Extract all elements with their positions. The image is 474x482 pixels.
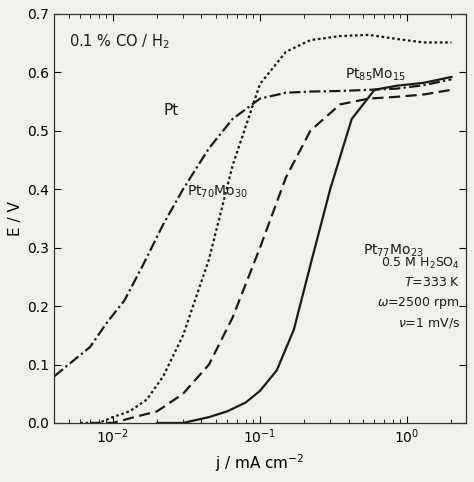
Text: Pt$_{70}$Mo$_{30}$: Pt$_{70}$Mo$_{30}$	[187, 184, 248, 201]
Text: 0.1 % CO / H$_2$: 0.1 % CO / H$_2$	[69, 33, 170, 51]
Text: Pt: Pt	[163, 103, 179, 118]
Text: Pt$_{77}$Mo$_{23}$: Pt$_{77}$Mo$_{23}$	[363, 242, 424, 259]
Text: 0.5 M H$_2$SO$_4$
$T$=333 K
$\omega$=2500 rpm
$\nu$=1 mV/s: 0.5 M H$_2$SO$_4$ $T$=333 K $\omega$=250…	[377, 256, 460, 330]
X-axis label: j / mA cm$^{-2}$: j / mA cm$^{-2}$	[215, 452, 305, 474]
Y-axis label: E / V: E / V	[9, 201, 23, 236]
Text: Pt$_{85}$Mo$_{15}$: Pt$_{85}$Mo$_{15}$	[345, 67, 406, 83]
